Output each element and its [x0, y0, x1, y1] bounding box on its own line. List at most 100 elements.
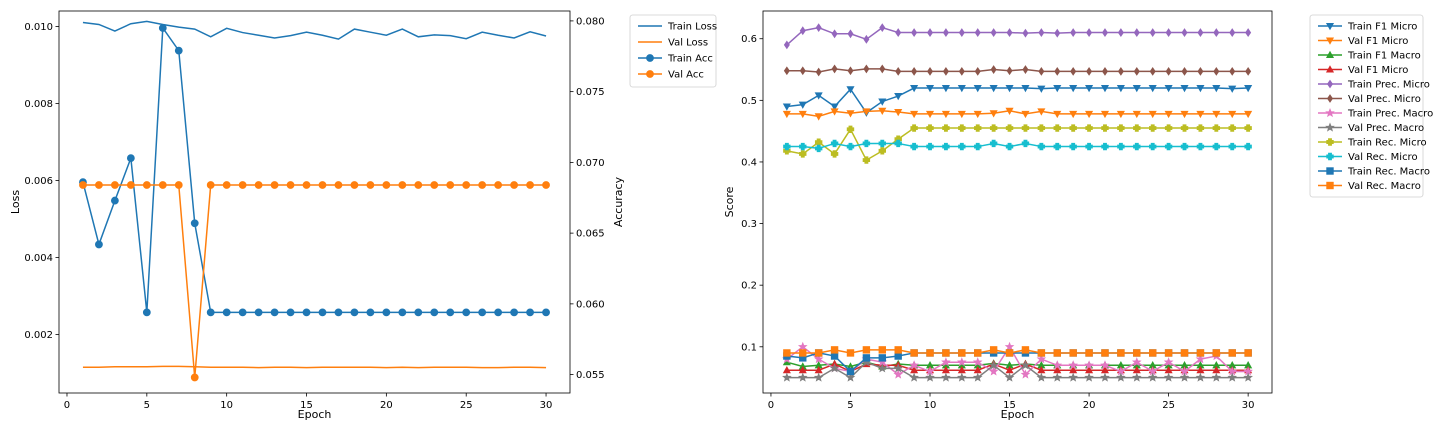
chart1-series-val-prec-micro-5 [783, 64, 1252, 77]
chart1-y-tick-label: 0.4 [741, 157, 757, 168]
chart1-series-val-f1-micro-1-point [1228, 110, 1237, 119]
chart0-series-train-acc-2-point [286, 308, 295, 317]
chart0-series-train-acc-2-point [398, 308, 407, 317]
chart1-series-val-f1-micro-1-point [973, 110, 982, 119]
chart1-series-val-prec-micro-5-point [1229, 66, 1236, 76]
chart1-series-train-f1-micro-0-point [1085, 84, 1094, 93]
chart1-series-train-f1-micro-0-point [1180, 84, 1189, 93]
chart1-y-label: Score [723, 186, 736, 217]
chart1-series-train-rec-micro-8-point [1228, 124, 1236, 132]
chart1-series-train-f1-micro-0-point [973, 84, 982, 93]
chart1-series-val-rec-macro-11-point [1101, 349, 1109, 357]
chart1-series-val-rec-micro-9-point [1101, 142, 1109, 151]
chart1-series-val-rec-micro-9-point [926, 142, 934, 151]
chart1-x-label: Epoch [1001, 408, 1035, 421]
chart0-series-train-acc-2-point [542, 308, 550, 317]
chart1-series-train-prec-micro-4-point [1245, 28, 1252, 37]
chart1-legend-entry-train-f1-macro-2-marker [1325, 50, 1335, 59]
chart1-series-train-f1-micro-0-point [1212, 84, 1221, 93]
chart1-series-val-f1-micro-1-point [862, 108, 871, 116]
chart1-legend-entry-val-prec-macro-7-marker [1325, 122, 1335, 132]
chart1-legend-entry-train-f1-micro-0-label: Train F1 Micro [1347, 22, 1417, 33]
chart1-series-val-prec-micro-5-point [1038, 66, 1045, 76]
chart1-x-tick-label: 15 [1003, 400, 1016, 411]
chart1-series-val-prec-macro-7-point [1036, 372, 1047, 382]
chart1-series-val-rec-micro-9-point [989, 139, 998, 148]
chart1-series-train-prec-micro-4-point [927, 28, 934, 37]
chart0-series-train-acc-2-point [190, 219, 199, 228]
chart0-legend-entry-val-acc-3: Val Acc [638, 70, 704, 81]
chart1-series-train-prec-micro-4-point [1213, 28, 1220, 37]
chart0-legend-entry-train-loss-0: Train Loss [638, 22, 717, 33]
chart1-series-val-f1-micro-1-point [1196, 110, 1205, 119]
chart1-series-train-f1-micro-0-point [1069, 84, 1078, 93]
chart0-series-train-acc-2-point [95, 240, 103, 249]
chart0-series-val-acc-3-point [526, 181, 534, 189]
chart1-series-val-f1-micro-1 [782, 107, 1253, 121]
chart1-x-tick-label: 25 [1162, 400, 1175, 411]
chart1-series-val-f1-micro-1-point [1069, 110, 1078, 119]
chart1-series-val-prec-micro-5-point [1197, 66, 1204, 76]
chart1-legend-entry-train-prec-macro-6-marker [1325, 107, 1335, 118]
chart1-legend-entry-val-prec-micro-5-label: Val Prec. Micro [1348, 94, 1421, 105]
chart0-series-train-acc-2-point [350, 308, 359, 317]
chart1-legend-entry-val-f1-micro-1: Val F1 Micro [1318, 36, 1408, 47]
chart0-y-tick-label: 0.008 [24, 99, 53, 110]
chart1-series-train-prec-micro-4-point [783, 40, 790, 50]
chart1-series-val-prec-macro-7-point [909, 372, 919, 382]
chart1-series-val-prec-micro-5-point [1165, 66, 1172, 76]
chart0-series-val-acc-3-point [318, 181, 327, 189]
chart1-legend-entry-val-rec-micro-9-marker [1326, 152, 1334, 161]
chart1-series-val-prec-macro-7-point [1020, 360, 1031, 370]
chart0-series-train-acc-2-point [446, 308, 455, 317]
chart0-legend-entry-val-acc-3-marker [646, 70, 654, 78]
chart0-x-tick-label: 25 [460, 400, 473, 411]
chart1-series-val-prec-micro-5-point [1086, 66, 1093, 76]
chart1-series-train-prec-micro-4-point [847, 29, 854, 39]
chart1-series-val-prec-micro-5-point [831, 64, 838, 74]
chart1-legend-entry-train-f1-macro-2: Train F1 Macro [1318, 51, 1421, 62]
chart1-series-val-rec-macro-11-point [974, 349, 982, 357]
chart1-legend-entry-val-f1-micro-3: Val F1 Micro [1318, 65, 1408, 76]
chart0-legend-entry-train-acc-2: Train Acc [638, 54, 713, 65]
chart1-legend-entry-train-f1-micro-0: Train F1 Micro [1318, 22, 1417, 33]
chart0-series-val-loss-1 [82, 365, 547, 369]
chart1-legend-frame [1309, 14, 1424, 198]
chart1-series-train-rec-micro-8-point [989, 124, 998, 132]
chart1-series-train-prec-micro-4-point [1181, 28, 1188, 37]
chart1-series-val-f1-micro-1-point [1053, 110, 1062, 119]
chart1-series-val-prec-micro-5-line [786, 68, 1249, 73]
chart1-series-val-f1-micro-1-point [957, 110, 966, 119]
chart1-series-val-rec-macro-11-point [942, 349, 950, 357]
chart1-legend-entry-val-prec-micro-5: Val Prec. Micro [1318, 94, 1421, 105]
chart1-y-tick-label: 0.5 [741, 96, 757, 107]
chart1-series-train-rec-micro-8-point [1164, 124, 1173, 132]
chart0-series-val-loss-1-line [82, 365, 547, 369]
chart1-series-train-rec-macro-10-point [878, 354, 886, 362]
chart1-series-val-rec-macro-11-point [1244, 349, 1252, 357]
chart0-x-tick-label: 5 [144, 400, 150, 411]
chart1-legend-entry-train-rec-micro-8-marker [1326, 138, 1334, 146]
chart0-series-train-acc-2-point [318, 308, 327, 317]
chart1-y-tick-label: 0.3 [741, 219, 757, 230]
chart1-series-val-rec-micro-9-point [1228, 142, 1236, 151]
chart1-series-train-rec-micro-8-point [1244, 124, 1252, 132]
chart1-series-train-f1-micro-0-line [786, 87, 1249, 114]
chart0-series-train-acc-2-point [302, 308, 311, 317]
chart1-series-train-f1-micro-0-point [941, 84, 950, 93]
chart1-series-train-f1-micro-0-point [1005, 84, 1014, 93]
chart0-series-train-acc-2-point [174, 46, 183, 55]
chart1-legend-entry-val-prec-micro-5-marker [1326, 94, 1334, 103]
chart1-series-val-f1-micro-1-point [894, 108, 903, 117]
chart0-series-val-acc-3-point [206, 181, 215, 189]
chart1-y-tick-label: 0.1 [741, 342, 757, 353]
chart1-series-val-prec-micro-5-point [1006, 66, 1013, 76]
chart0-series-train-acc-2-point [430, 308, 439, 317]
chart1-series-train-rec-micro-8-point [1117, 124, 1125, 132]
chart1-series-train-rec-micro-8 [783, 124, 1252, 164]
chart0-series-train-acc-2-point [238, 308, 247, 317]
chart0-series-train-acc-2-point [462, 308, 471, 317]
chart0-series-val-acc-3-point [158, 181, 167, 189]
chart1-legend-entry-val-rec-micro-9: Val Rec. Micro [1318, 152, 1418, 163]
chart0-series-train-acc-2 [79, 24, 550, 317]
